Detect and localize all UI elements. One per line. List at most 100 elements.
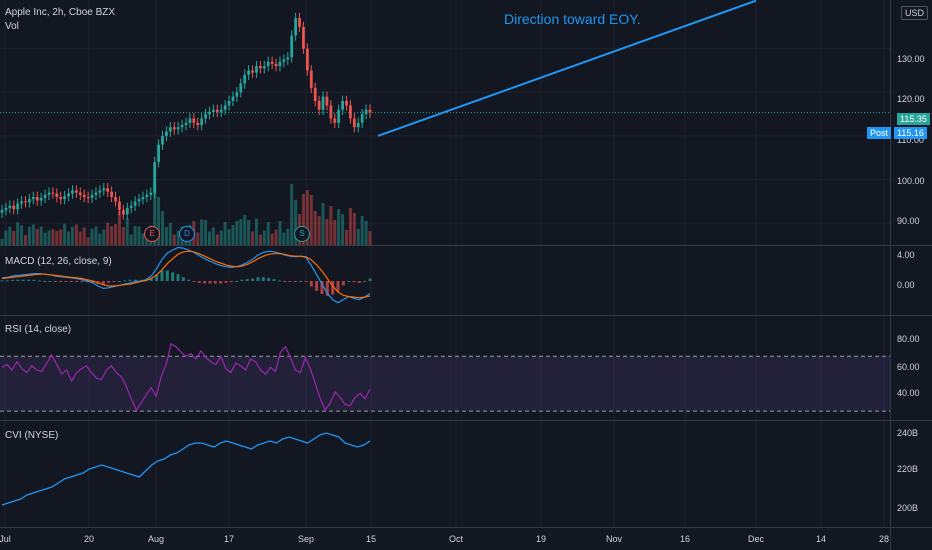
- cvi-axis-label: 240B: [897, 428, 919, 438]
- volume-bar: [47, 230, 51, 245]
- candle-body: [239, 83, 243, 93]
- volume-bar: [12, 230, 16, 245]
- candle-body: [35, 197, 39, 201]
- macd-histogram-bar: [368, 278, 372, 281]
- volume-bar: [262, 230, 266, 245]
- volume-bar: [78, 231, 82, 245]
- macd-histogram-bar: [336, 281, 340, 292]
- volume-bar: [90, 228, 94, 245]
- macd-histogram-bar: [304, 281, 308, 282]
- symbol-title[interactable]: Apple Inc, 2h, Cboe BZX: [5, 7, 116, 18]
- macd-histogram-bar: [165, 270, 169, 281]
- candle-body: [43, 194, 47, 198]
- macd-histogram-bar: [27, 279, 31, 281]
- candle-body: [86, 197, 90, 198]
- volume-bar: [219, 230, 223, 245]
- rsi-band-fill: [0, 356, 890, 412]
- volume-bar: [70, 226, 74, 245]
- candle-body: [309, 70, 313, 88]
- candle-body: [231, 96, 235, 101]
- volume-bar: [31, 224, 35, 245]
- macd-histogram-bar: [235, 281, 239, 282]
- volume-bar: [239, 219, 243, 245]
- split-marker[interactable]: S: [294, 226, 310, 242]
- candle-body: [110, 191, 114, 197]
- candle-body: [145, 194, 149, 197]
- candle-body: [325, 96, 329, 106]
- volume-bar: [133, 226, 137, 245]
- candle-body: [8, 205, 12, 208]
- macd-histogram-bar: [69, 281, 73, 282]
- macd-histogram-bar: [16, 279, 20, 281]
- rsi-label[interactable]: RSI (14, close): [5, 324, 72, 335]
- volume-bar: [333, 220, 337, 245]
- dividend-marker[interactable]: D: [179, 226, 195, 242]
- candle-body: [141, 197, 145, 200]
- cvi-axis-label: 220B: [897, 464, 919, 474]
- chart-annotation[interactable]: Direction toward EOY.: [504, 11, 641, 27]
- macd-histogram-bar: [219, 281, 223, 284]
- volume-bar: [16, 222, 20, 245]
- candle-body: [223, 105, 227, 110]
- volume-bar: [8, 226, 12, 245]
- macd-histogram-bar: [21, 279, 25, 281]
- cvi-line: [1, 432, 371, 506]
- macd-histogram-bar: [293, 281, 297, 282]
- candle-body: [184, 122, 188, 125]
- candle-body: [106, 188, 110, 192]
- candle-body: [262, 66, 266, 69]
- volume-bar: [243, 215, 247, 245]
- volume-bar: [290, 184, 294, 245]
- macd-histogram-bar: [80, 281, 84, 283]
- last-price-tag: 115.35: [897, 113, 930, 125]
- price-axis-label: 120.00: [897, 94, 925, 104]
- candle-body: [149, 192, 153, 195]
- macd-histogram-bar: [320, 281, 324, 295]
- candle-body: [313, 87, 317, 101]
- volume-bar: [301, 194, 305, 245]
- candle-body: [278, 61, 282, 67]
- volume-bar: [309, 195, 313, 245]
- macd-label[interactable]: MACD (12, 26, close, 9): [5, 256, 112, 267]
- candle-body: [133, 201, 137, 206]
- volume-bar: [98, 233, 102, 245]
- cvi-label[interactable]: CVI (NYSE): [5, 430, 59, 441]
- volume-bar: [207, 231, 211, 245]
- volume-bar: [74, 224, 78, 245]
- candle-body: [298, 18, 301, 27]
- candle-body: [180, 125, 184, 128]
- candle-body: [129, 205, 133, 208]
- macd-histogram-bar: [283, 281, 287, 282]
- volume-bar: [168, 223, 172, 245]
- candle-body: [368, 109, 372, 113]
- candle-body: [12, 205, 16, 210]
- candle-body: [321, 96, 325, 110]
- volume-label[interactable]: Vol: [5, 21, 19, 32]
- currency-button[interactable]: USD: [901, 6, 929, 20]
- macd-histogram-bar: [176, 274, 180, 281]
- candle-body: [67, 193, 70, 197]
- candle-body: [157, 144, 160, 163]
- volume-bar: [161, 211, 165, 245]
- macd-histogram-bar: [117, 281, 121, 282]
- macd-histogram-bar: [192, 281, 196, 282]
- candle-body: [251, 70, 254, 73]
- macd-histogram-bar: [48, 281, 52, 282]
- volume-bar: [360, 216, 364, 245]
- time-axis-label: 15: [365, 534, 377, 544]
- rsi-axis-label: 60.00: [897, 362, 920, 372]
- trendline[interactable]: [377, 0, 757, 137]
- volume-bar: [215, 234, 219, 245]
- candle-body: [352, 118, 356, 128]
- macd-histogram-bar: [363, 281, 367, 282]
- earnings-marker[interactable]: E: [144, 226, 160, 242]
- volume-bar: [337, 209, 341, 245]
- macd-histogram-bar: [0, 280, 4, 282]
- volume-bar: [117, 211, 121, 245]
- candle-body: [63, 196, 67, 200]
- macd-histogram-bar: [208, 281, 212, 284]
- candle-body: [196, 122, 200, 125]
- volume-bar: [141, 233, 145, 245]
- volume-bar: [63, 223, 67, 245]
